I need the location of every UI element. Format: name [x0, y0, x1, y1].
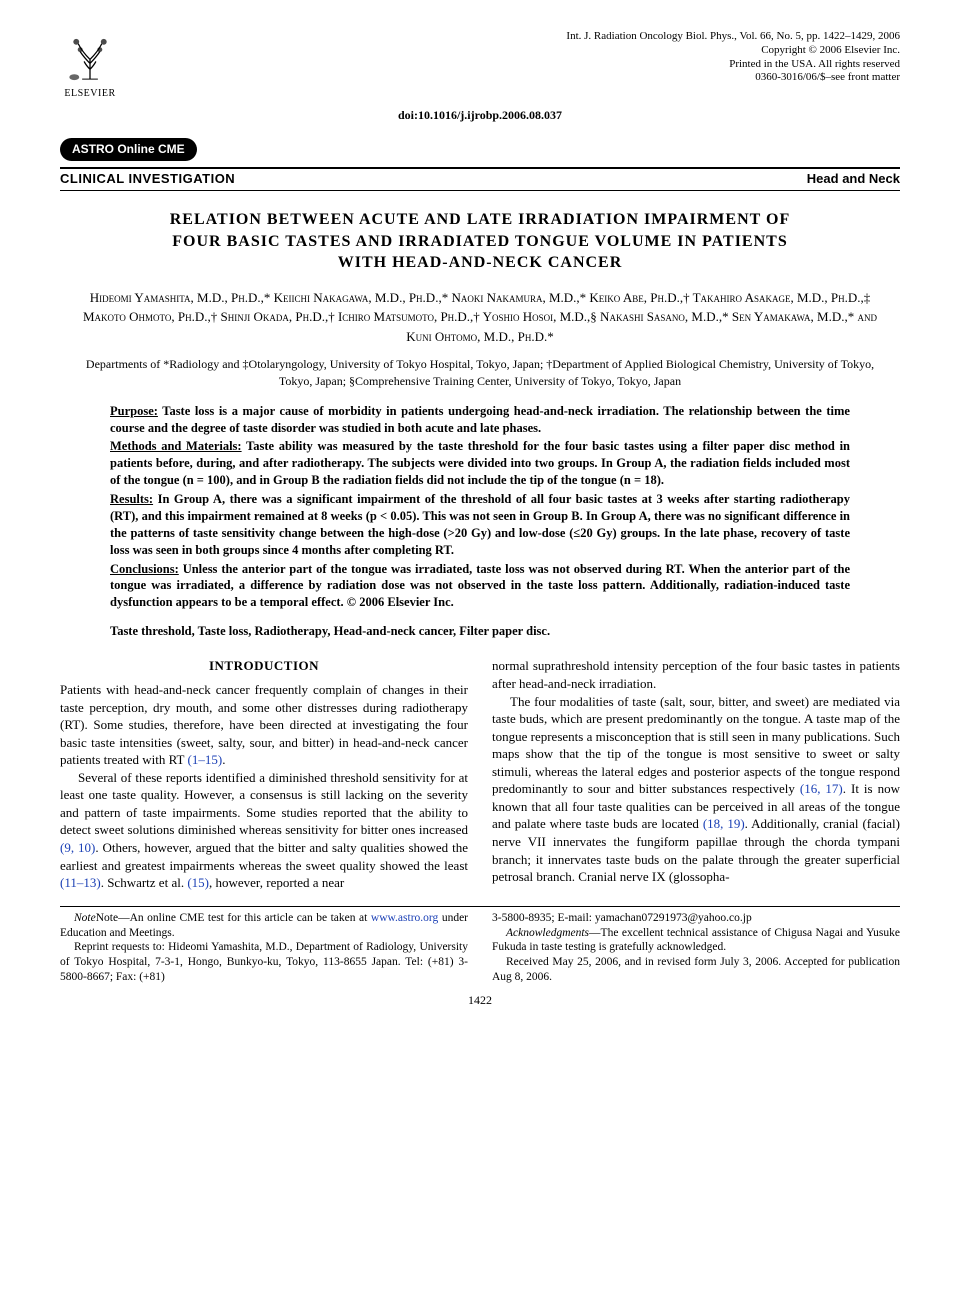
purpose-label: Purpose: [110, 404, 158, 418]
astro-link[interactable]: www.astro.org [371, 912, 438, 924]
abstract: Purpose: Taste loss is a major cause of … [110, 403, 850, 612]
title-line: FOUR BASIC TASTES AND IRRADIATED TONGUE … [80, 231, 880, 253]
footnote-received: Received May 25, 2006, and in revised fo… [492, 955, 900, 985]
elsevier-tree-icon [62, 30, 118, 85]
ack-label: Acknowledgments [506, 927, 589, 939]
page: ELSEVIER Int. J. Radiation Oncology Biol… [0, 0, 960, 1029]
text: Several of these reports identified a di… [60, 770, 468, 838]
results-label: Results: [110, 492, 153, 506]
doi: doi:10.1016/j.ijrobp.2006.08.037 [60, 108, 900, 124]
text: Patients with head-and-neck cancer frequ… [60, 682, 468, 767]
section-right: Head and Neck [807, 171, 900, 188]
header-row: ELSEVIER Int. J. Radiation Oncology Biol… [60, 30, 900, 100]
cme-badge: ASTRO Online CME [60, 138, 197, 162]
section-left: CLINICAL INVESTIGATION [60, 171, 235, 188]
meta-line: Int. J. Radiation Oncology Biol. Phys., … [566, 30, 900, 44]
purpose-text: Taste loss is a major cause of morbidity… [110, 404, 850, 435]
para: normal suprathreshold intensity percepti… [492, 657, 900, 692]
elsevier-logo: ELSEVIER [60, 30, 120, 100]
right-column: normal suprathreshold intensity percepti… [492, 657, 900, 891]
para: The four modalities of taste (salt, sour… [492, 693, 900, 886]
elsevier-label: ELSEVIER [64, 87, 115, 100]
text: Note—An online CME test for this article… [96, 912, 371, 924]
cme-badge-row: ASTRO Online CME [60, 138, 900, 162]
meta-line: Copyright © 2006 Elsevier Inc. [566, 44, 900, 58]
methods-label: Methods and Materials: [110, 439, 242, 453]
text: . Others, however, argued that the bitte… [60, 840, 468, 873]
conclusions-label: Conclusions: [110, 562, 179, 576]
authors: Hideomi Yamashita, M.D., Ph.D.,* Keiichi… [70, 288, 890, 347]
meta-line: 0360-3016/06/$–see front matter [566, 71, 900, 85]
footnote-note: NoteNote—An online CME test for this art… [60, 911, 468, 941]
footnote-rule [60, 906, 900, 907]
footnote-ack: Acknowledgments—The excellent technical … [492, 926, 900, 956]
section-bar: CLINICAL INVESTIGATION Head and Neck [60, 167, 900, 191]
para: Several of these reports identified a di… [60, 769, 468, 892]
ref-link[interactable]: (1–15) [188, 752, 223, 767]
journal-meta: Int. J. Radiation Oncology Biol. Phys., … [566, 30, 900, 85]
results-text: In Group A, there was a significant impa… [110, 492, 850, 557]
meta-line: Printed in the USA. All rights reserved [566, 58, 900, 72]
text: . [222, 752, 225, 767]
doi-text: doi:10.1016/j.ijrobp.2006.08.037 [398, 108, 562, 122]
ref-link[interactable]: (15) [187, 875, 209, 890]
keywords: Taste threshold, Taste loss, Radiotherap… [110, 623, 850, 639]
ref-link[interactable]: (16, 17) [800, 781, 843, 796]
page-number: 1422 [60, 993, 900, 1009]
footnote-reprints: Reprint requests to: Hideomi Yamashita, … [60, 940, 468, 985]
title-line: RELATION BETWEEN ACUTE AND LATE IRRADIAT… [80, 209, 880, 231]
ref-link[interactable]: (9, 10) [60, 840, 95, 855]
left-column: INTRODUCTION Patients with head-and-neck… [60, 657, 468, 891]
article-title: RELATION BETWEEN ACUTE AND LATE IRRADIAT… [80, 209, 880, 274]
footnote-left: NoteNote—An online CME test for this art… [60, 911, 468, 986]
title-line: WITH HEAD-AND-NECK CANCER [80, 252, 880, 274]
affiliations: Departments of *Radiology and ‡Otolaryng… [80, 356, 880, 388]
para: Patients with head-and-neck cancer frequ… [60, 681, 468, 769]
text: . Schwartz et al. [101, 875, 188, 890]
body-columns: INTRODUCTION Patients with head-and-neck… [60, 657, 900, 891]
intro-heading: INTRODUCTION [60, 657, 468, 675]
conclusions-text: Unless the anterior part of the tongue w… [110, 562, 850, 610]
text: , however, reported a near [209, 875, 344, 890]
footnote-contact: 3-5800-8935; E-mail: yamachan07291973@ya… [492, 911, 900, 926]
ref-link[interactable]: (18, 19) [703, 816, 745, 831]
ref-link[interactable]: (11–13) [60, 875, 101, 890]
footnotes: NoteNote—An online CME test for this art… [60, 911, 900, 986]
footnote-right: 3-5800-8935; E-mail: yamachan07291973@ya… [492, 911, 900, 986]
